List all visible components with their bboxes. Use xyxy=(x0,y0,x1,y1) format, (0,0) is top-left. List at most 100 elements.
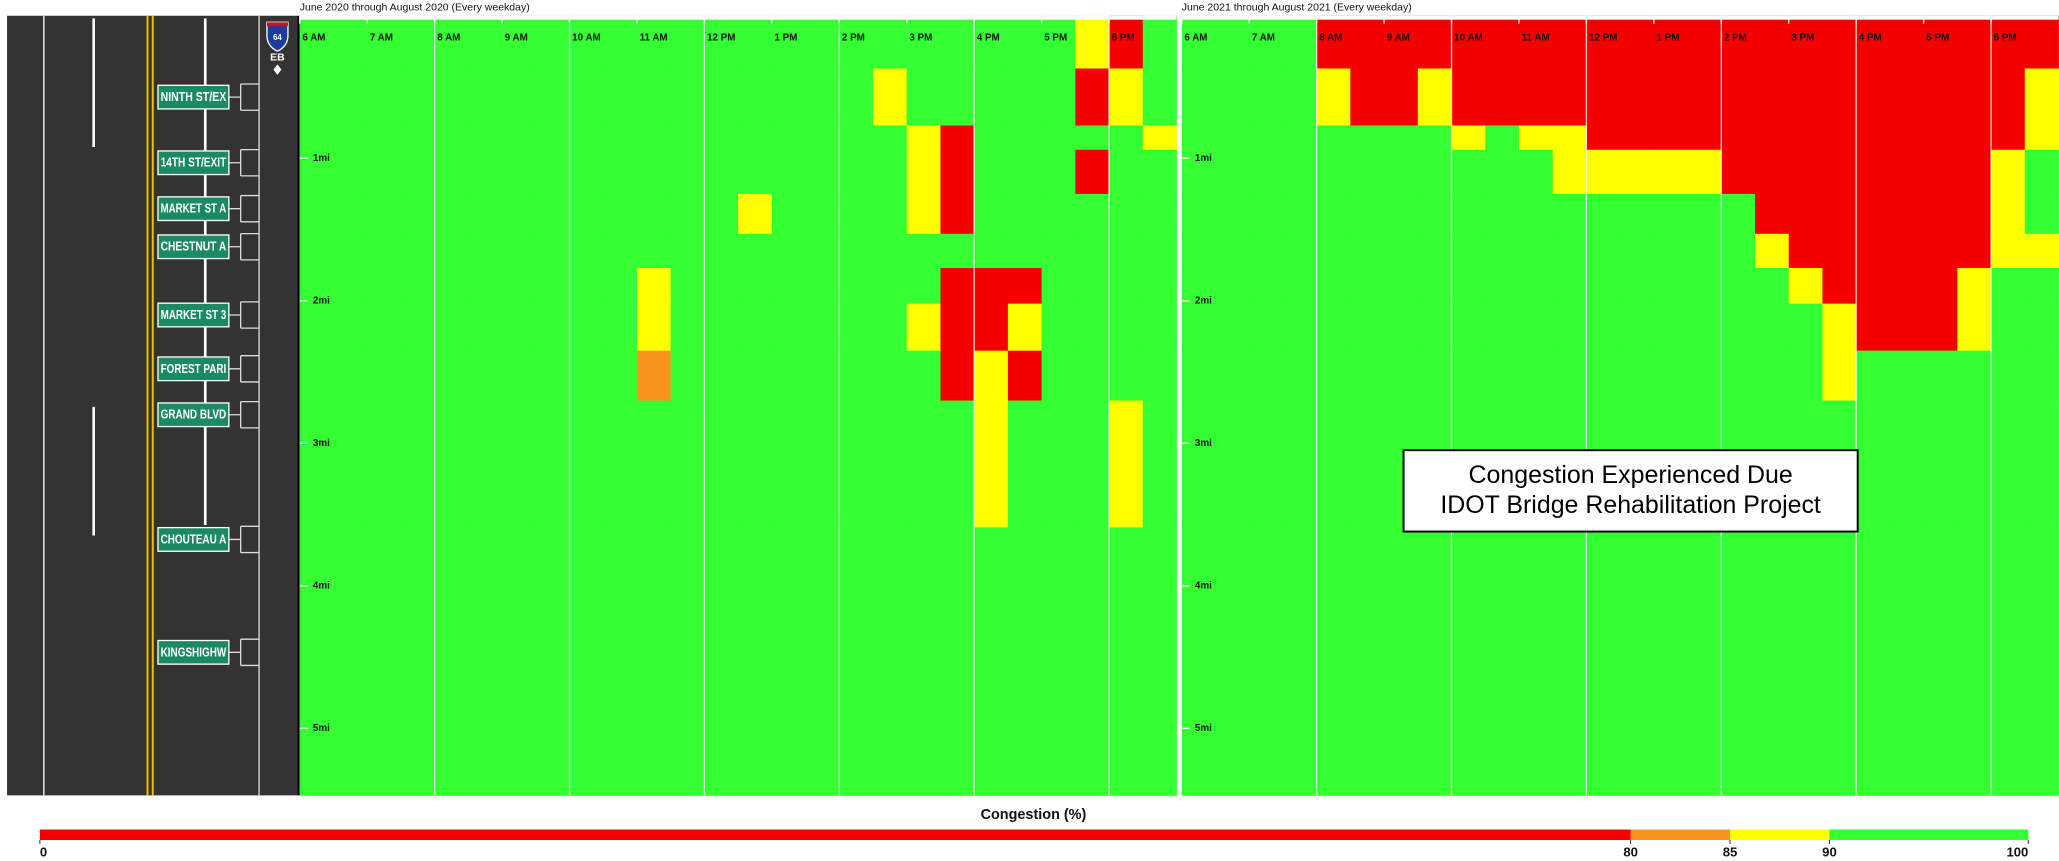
ramp-connector xyxy=(228,301,260,329)
heatmap-cell xyxy=(1889,268,1925,305)
heatmap-cell xyxy=(1075,350,1110,401)
heatmap-cell xyxy=(569,400,604,528)
heatmap-cell xyxy=(468,350,503,401)
heatmap-cell xyxy=(1957,400,1992,528)
heatmap-cell xyxy=(299,15,334,69)
heatmap-cell xyxy=(1788,303,1823,352)
ramp-connector xyxy=(228,148,260,177)
heatmap-cell xyxy=(367,68,402,126)
heatmap-cell xyxy=(1215,303,1250,352)
heatmap-cell xyxy=(1991,400,2026,528)
heatmap-cell xyxy=(1991,193,2026,235)
heatmap-cell xyxy=(2024,303,2059,352)
y-tick-label: 2mi xyxy=(1195,295,1212,306)
heatmap-cell xyxy=(738,193,773,235)
heatmap-cell xyxy=(636,268,672,305)
heatmap-cell xyxy=(1316,400,1351,528)
heatmap-cell xyxy=(1350,527,1385,796)
heatmap-cell xyxy=(1249,350,1284,401)
heatmap-cell xyxy=(1518,268,1554,305)
heatmap-cell xyxy=(1007,233,1043,269)
heatmap-cell xyxy=(2024,15,2059,69)
heatmap-cell xyxy=(906,149,941,195)
heatmap-cell xyxy=(771,149,806,195)
heatmap-cell xyxy=(367,400,402,528)
heatmap-cell xyxy=(1417,527,1452,796)
x-tick-label: 12 PM xyxy=(1589,33,1617,44)
heatmap-cell xyxy=(1142,350,1177,401)
heatmap-cell xyxy=(569,268,604,305)
heatmap-cell xyxy=(1518,233,1554,269)
x-tick-label: 2 PM xyxy=(842,33,865,44)
heatmap-cell xyxy=(367,15,402,69)
heatmap-cell xyxy=(805,400,840,528)
heatmap-cell xyxy=(771,193,806,235)
ramp-connector xyxy=(228,232,260,261)
heatmap-cell xyxy=(1755,193,1790,235)
exit-sign xyxy=(157,196,230,222)
exit-label: NINTH ST/EX xyxy=(161,90,227,104)
ramp-connector xyxy=(228,355,260,383)
heatmap-cell xyxy=(1889,149,1925,195)
heatmap-cell xyxy=(1721,350,1756,401)
heatmap-cell xyxy=(1142,149,1177,195)
heatmap-cell xyxy=(569,233,604,269)
heatmap-cell xyxy=(1282,193,1318,235)
exit-sign xyxy=(157,402,230,428)
heatmap-cell xyxy=(771,400,806,528)
ramp-connector xyxy=(228,638,260,667)
heatmap-cell xyxy=(1451,149,1486,195)
heatmap-cell xyxy=(468,400,503,528)
heatmap-cell xyxy=(873,125,908,151)
heatmap-cell xyxy=(2024,268,2059,305)
heatmap-cell xyxy=(468,233,503,269)
heatmap-cell xyxy=(1041,193,1076,235)
heatmap-cell xyxy=(1586,233,1621,269)
heatmap-cell xyxy=(1687,350,1722,401)
heatmap-cell xyxy=(400,527,436,796)
heatmap-cell xyxy=(1856,149,1891,195)
heatmap-cell xyxy=(1620,303,1655,352)
ramp-connector xyxy=(228,400,260,429)
heatmap-cell xyxy=(805,268,840,305)
heatmap-cell xyxy=(367,125,402,151)
heatmap-cell xyxy=(906,15,941,69)
heatmap-cell xyxy=(1215,68,1250,126)
heatmap-cell xyxy=(805,68,840,126)
heatmap-cell xyxy=(1822,68,1857,126)
heatmap-cell xyxy=(771,303,806,352)
heatmap-cell xyxy=(839,68,874,126)
heatmap-cell xyxy=(704,68,739,126)
heatmap-cell xyxy=(704,193,739,235)
colorbar-tick-label: 85 xyxy=(1723,845,1738,860)
heatmap-cell xyxy=(1889,15,1925,69)
heatmap-cell xyxy=(400,149,436,195)
heatmap-cell xyxy=(1249,149,1284,195)
heatmap-cell xyxy=(839,268,874,305)
heatmap-cell xyxy=(1518,15,1554,69)
heatmap-cell xyxy=(974,400,1009,528)
heatmap-cell xyxy=(1889,125,1925,151)
heatmap-cell xyxy=(468,268,503,305)
heatmap-cell xyxy=(1451,268,1486,305)
heatmap-cell xyxy=(940,350,975,401)
heatmap-cell xyxy=(502,350,537,401)
heatmap-cell xyxy=(940,15,975,69)
heatmap-cell xyxy=(1755,149,1790,195)
heatmap-cell xyxy=(1181,15,1216,69)
heatmap-cell xyxy=(1384,193,1419,235)
heatmap-cell xyxy=(1142,527,1177,796)
heatmap-cell xyxy=(468,125,503,151)
heatmap-cell xyxy=(569,68,604,126)
heatmap-cell xyxy=(1923,125,1958,151)
colorbar-band xyxy=(1630,829,1731,840)
heatmap-cell xyxy=(1316,350,1351,401)
heatmap-cell xyxy=(1552,233,1587,269)
heatmap-cell xyxy=(839,149,874,195)
heatmap-cell xyxy=(974,193,1009,235)
heatmap-cell xyxy=(1075,303,1110,352)
heatmap-cell xyxy=(2024,527,2059,796)
ramp-connector xyxy=(228,83,260,111)
x-tick-label: 8 AM xyxy=(1319,33,1342,44)
heatmap-cell xyxy=(367,527,402,796)
